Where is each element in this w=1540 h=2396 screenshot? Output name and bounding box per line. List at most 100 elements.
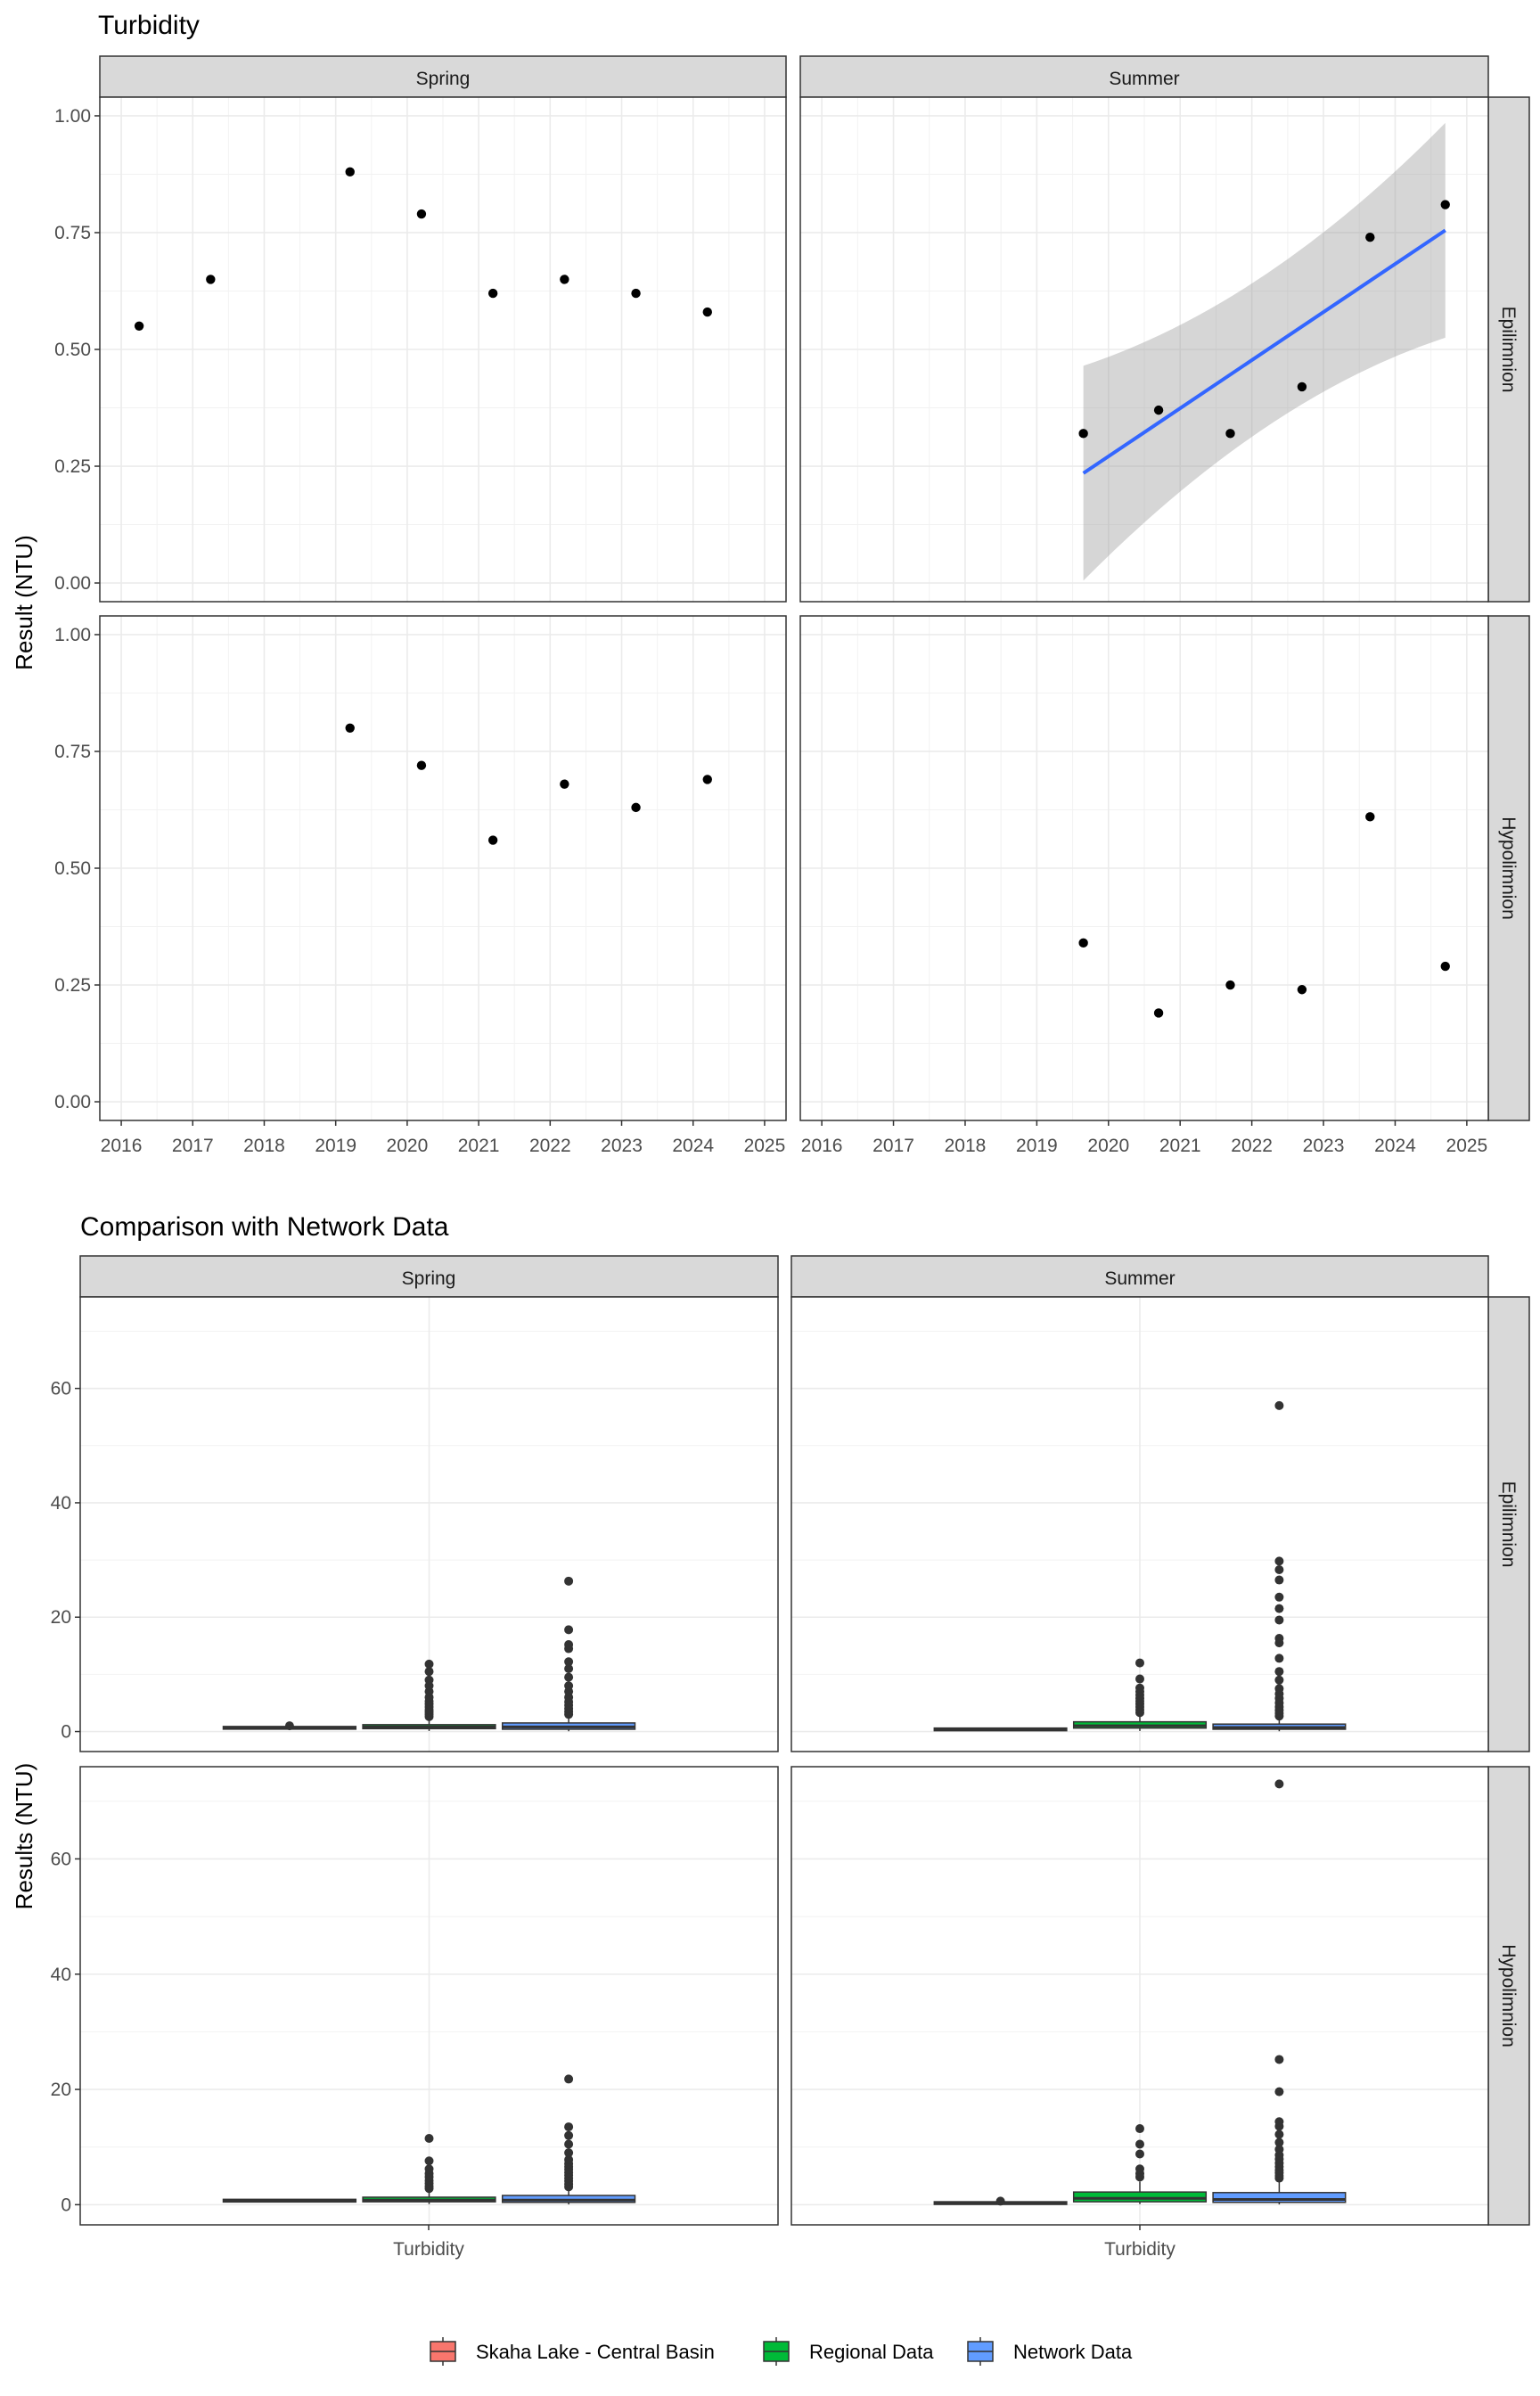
outlier-point <box>424 2134 434 2144</box>
chart1-panel-summer-epilimnion <box>799 96 1489 603</box>
x-tick-label: 2017 <box>872 1136 914 1156</box>
data-point <box>416 760 427 770</box>
x-tick-label: 2024 <box>1374 1136 1416 1156</box>
data-point <box>1225 980 1235 990</box>
x-tick-label: 2018 <box>243 1136 285 1156</box>
y-tick-label: 0.50 <box>54 858 91 879</box>
x-tick-label: 2019 <box>315 1136 356 1156</box>
y-tick-label: 0 <box>61 1722 71 1743</box>
x-tick-label: 2022 <box>1231 1136 1273 1156</box>
data-point <box>416 209 427 219</box>
outlier-point <box>1274 1604 1284 1613</box>
data-point <box>134 321 144 331</box>
data-point <box>1365 233 1375 242</box>
data-point <box>1078 429 1088 439</box>
x-tick-label: 2016 <box>801 1136 843 1156</box>
outlier-point <box>1274 2087 1284 2096</box>
outlier-point <box>564 1681 574 1691</box>
outlier-point <box>424 1667 434 1677</box>
panel-border <box>799 615 1489 1121</box>
x-tick-label: 2019 <box>1016 1136 1058 1156</box>
outlier-point <box>1274 1633 1284 1643</box>
box <box>1212 2192 1347 2203</box>
panel-border <box>79 1296 779 1752</box>
boxplot-skaha-lake-central-basin <box>933 1727 1068 1732</box>
x-tick-label: 2022 <box>529 1136 571 1156</box>
data-point <box>631 288 641 299</box>
data-point <box>560 275 569 284</box>
outlier-point <box>424 2164 434 2174</box>
y-tick-label: 0 <box>61 2195 71 2215</box>
chart2-panel-spring-epilimnion <box>79 1296 779 1752</box>
boxplot-network-data <box>1212 1779 1347 2205</box>
outlier-point <box>564 2154 574 2164</box>
chart1-strip-label-spring: Spring <box>416 69 471 89</box>
trend-line <box>1082 228 1446 475</box>
y-tick-label: 1.00 <box>54 106 91 127</box>
chart2-legend: Skaha Lake - Central Basin Regional Data… <box>430 2337 1133 2366</box>
outlier-point <box>1274 1592 1284 1602</box>
chart2-panel-spring-hypolimnion <box>79 1766 779 2226</box>
outlier-point <box>564 1672 574 1682</box>
chart2-strip-label-summer: Summer <box>1104 1268 1175 1289</box>
outlier-point <box>564 2130 574 2140</box>
data-point <box>345 723 355 733</box>
data-point <box>1297 382 1307 392</box>
x-tick-label: 2024 <box>672 1136 714 1156</box>
outlier-point <box>1274 1565 1284 1574</box>
outlier-point <box>1274 2117 1284 2127</box>
y-tick-label: 60 <box>51 1379 71 1399</box>
y-tick-label: 0.25 <box>54 456 91 477</box>
boxplot-network-data <box>501 2074 636 2205</box>
x-tick-label: 2021 <box>458 1136 500 1156</box>
panel-border <box>790 1296 1489 1752</box>
y-tick-label: 0.25 <box>54 975 91 996</box>
chart1-strip-hypolimnion: Hypolimnion <box>1487 615 1530 1121</box>
legend-entry-regional: Regional Data <box>763 2337 934 2366</box>
data-point <box>1365 812 1375 822</box>
x-tick-label: 2020 <box>1087 1136 1129 1156</box>
chart2-x-tick-label-summer: Turbidity <box>1104 2239 1175 2260</box>
chart2-strip-hypolimnion: Hypolimnion <box>1487 1766 1530 2226</box>
outlier-point <box>1135 2149 1144 2159</box>
outlier-point <box>1274 1653 1284 1663</box>
chart1-y-axis-label: Result (NTU) <box>11 535 37 670</box>
x-tick-label: 2018 <box>945 1136 987 1156</box>
chart1-panel-summer-hypolimnion <box>799 615 1489 1121</box>
outlier-point <box>564 2148 574 2158</box>
outlier-point <box>564 2074 574 2084</box>
outlier-point <box>1274 2129 1284 2139</box>
outlier-point <box>1274 2145 1284 2154</box>
boxplot-skaha-lake-central-basin <box>933 2196 1068 2206</box>
data-point <box>487 288 498 299</box>
outlier-point <box>1274 1615 1284 1625</box>
y-tick-label: 20 <box>51 2080 71 2100</box>
y-tick-label: 0.75 <box>54 742 91 762</box>
outlier-point <box>1274 2055 1284 2064</box>
outlier-point <box>564 1663 574 1673</box>
boxplot-regional-data <box>1072 1658 1208 1731</box>
chart1-strip-label-hypolimnion: Hypolimnion <box>1498 816 1519 920</box>
legend-label-regional: Regional Data <box>809 2341 934 2363</box>
y-tick-label: 0.00 <box>54 1092 91 1112</box>
chart1-panel-spring-epilimnion <box>99 96 787 603</box>
outlier-point <box>1274 1675 1284 1685</box>
chart2-strip-label-epilimnion: Epilimnion <box>1498 1481 1519 1568</box>
outlier-point <box>1274 1779 1284 1789</box>
outlier-point <box>1135 2124 1144 2134</box>
chart2-strip-epilimnion: Epilimnion <box>1487 1296 1530 1752</box>
legend-label-network: Network Data <box>1013 2341 1133 2363</box>
legend-entry-skaha: Skaha Lake - Central Basin <box>430 2337 715 2366</box>
x-tick-label: 2023 <box>1303 1136 1345 1156</box>
legend-entry-network: Network Data <box>967 2337 1133 2366</box>
chart2-panel-summer-epilimnion <box>790 1296 1489 1752</box>
outlier-point <box>564 1657 574 1667</box>
outlier-point <box>1274 1667 1284 1677</box>
data-point <box>702 307 712 317</box>
x-tick-label: 2023 <box>601 1136 643 1156</box>
x-tick-label: 2025 <box>1446 1136 1488 1156</box>
outlier-point <box>1135 2164 1144 2174</box>
outlier-point <box>995 2196 1005 2206</box>
y-tick-label: 1.00 <box>54 625 91 645</box>
